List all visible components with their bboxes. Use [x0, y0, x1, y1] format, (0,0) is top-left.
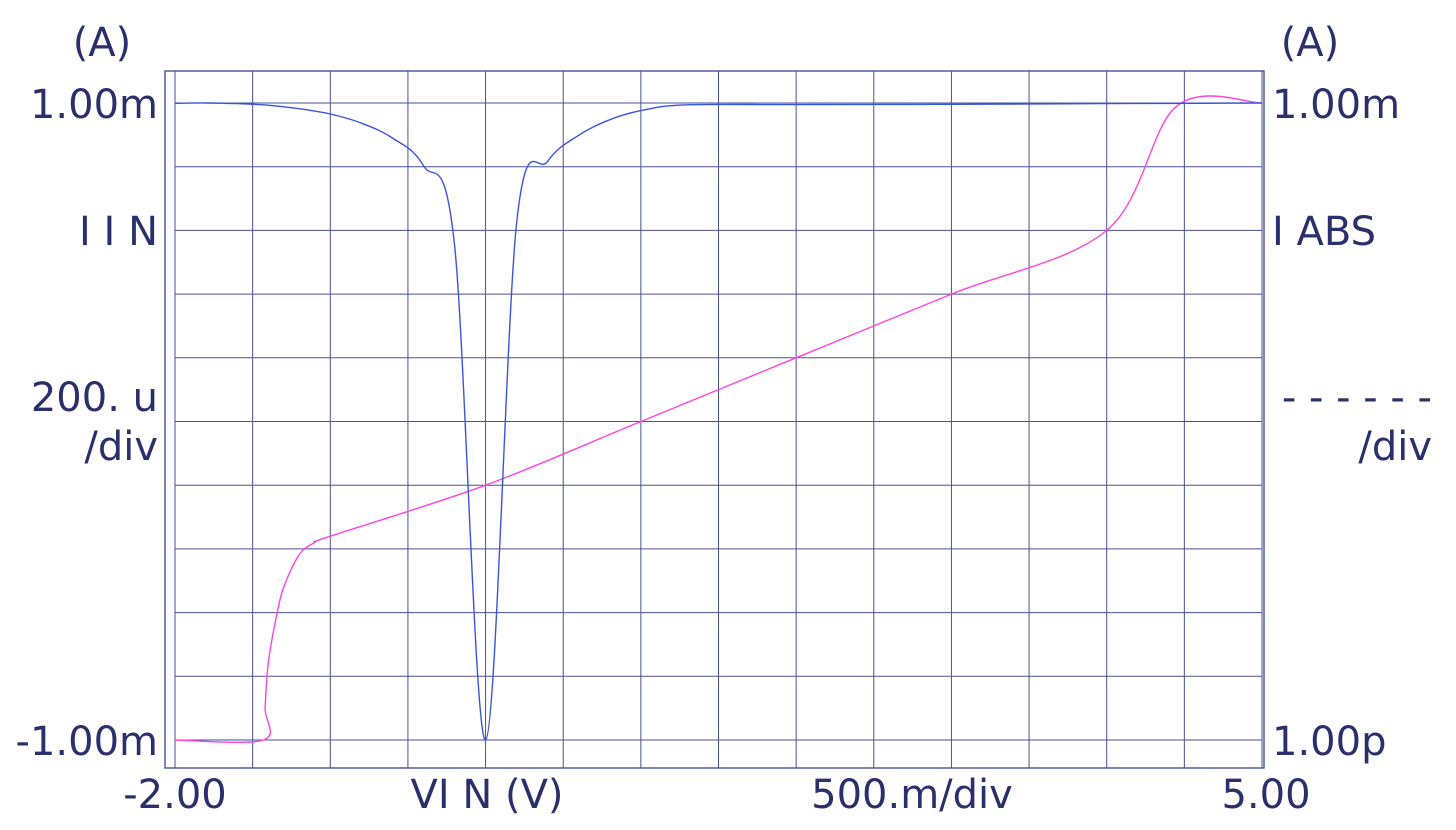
- plot-traces: [174, 95, 1263, 744]
- right-axis-top-label: 1.00m: [1272, 82, 1400, 128]
- right-axis-bottom-label: 1.00p: [1272, 719, 1386, 765]
- right-axis-scale-div: /div: [1358, 424, 1432, 470]
- x-axis-left-label: -2.00: [123, 772, 227, 818]
- x-axis-right-label: 5.00: [1221, 772, 1310, 818]
- x-axis-scale: 500.m/div: [811, 772, 1013, 818]
- right-axis-unit: (A): [1281, 20, 1340, 66]
- x-axis-name: VI N (V): [410, 772, 563, 818]
- plot-grid: [164, 70, 1265, 769]
- right-axis-scale-value: - - - - - -: [1282, 375, 1432, 421]
- plot-frame: [164, 70, 1265, 769]
- left-axis-name: I I N: [79, 209, 158, 255]
- i-abs-trace: [174, 102, 1263, 741]
- left-axis-scale-value: 200. u: [31, 375, 158, 421]
- left-axis-scale-div: /div: [84, 424, 158, 470]
- left-axis-top-label: 1.00m: [30, 82, 158, 128]
- i-in-trace: [174, 95, 1263, 744]
- right-axis-name: I ABS: [1272, 209, 1376, 255]
- left-axis-unit: (A): [73, 20, 132, 66]
- left-axis-bottom-label: -1.00m: [16, 719, 158, 765]
